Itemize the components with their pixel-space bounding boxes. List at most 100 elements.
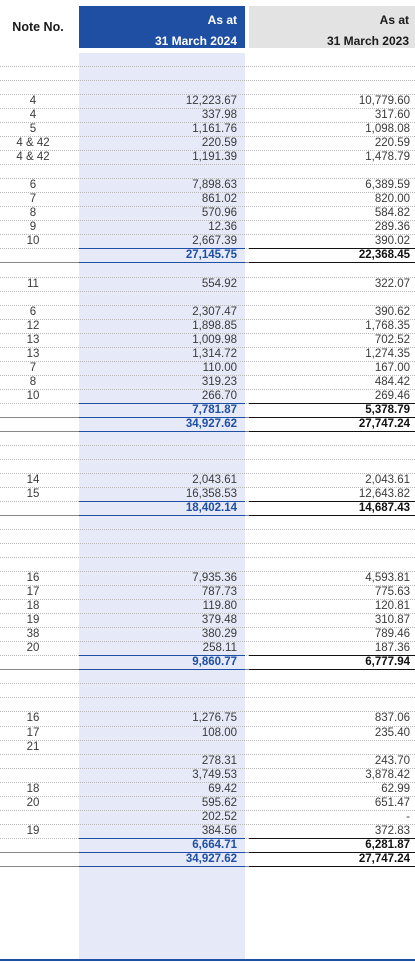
previous-year-value: 322.07 [374, 277, 410, 290]
total-row: 34,927.62 27,747.24 [0, 851, 415, 867]
table-row: 17 787.73 775.63 [0, 586, 415, 601]
table-row: 7 861.02 820.00 [0, 193, 415, 208]
table-row: 12 1,898.85 1,768.35 [0, 320, 415, 334]
table-row: 10 266.70 269.46 [0, 390, 415, 404]
current-year-value: 110.00 [202, 361, 237, 374]
current-year-value: 595.62 [201, 796, 237, 809]
current-year-value: 7,781.87 [79, 402, 245, 418]
table-row: 13 1,009.98 702.52 [0, 334, 415, 348]
table-row: 4 12,223.67 10,779.60 [0, 95, 415, 110]
total-row: 6,664.71 6,281.87 [0, 837, 415, 853]
current-year-value: 119.80 [202, 600, 237, 613]
table-row: 3,749.53 3,878.42 [0, 769, 415, 783]
note-cell: 4 [29, 95, 37, 108]
note-no-header: Note No. [12, 20, 64, 34]
previous-year-header: As at 31 March 2023 [249, 6, 415, 48]
table-row [0, 698, 415, 713]
previous-year-value: 372.83 [374, 824, 410, 837]
current-year-value: 787.73 [201, 586, 237, 599]
table-row: 20 258.11 187.36 [0, 642, 415, 657]
table-row [0, 432, 415, 446]
previous-year-value: 6,389.59 [365, 179, 410, 192]
figures-table: 4 12,223.67 10,779.60 4 337.98 317.60 5 1,161.7… [0, 53, 415, 867]
table-row: 6 2,307.47 390.62 [0, 306, 415, 320]
current-year-value: 12.36 [208, 221, 237, 234]
current-year-value: 1,161.76 [192, 123, 237, 136]
table-row: 18 119.80 120.81 [0, 600, 415, 615]
current-year-header-line2: 31 March 2024 [154, 34, 237, 48]
previous-year-value: 5,378.79 [249, 402, 415, 418]
table-row: 8 570.96 584.82 [0, 207, 415, 222]
table-row: 5 1,161.76 1,098.08 [0, 123, 415, 138]
current-year-value: 337.98 [201, 109, 237, 122]
current-year-value: 1,009.98 [192, 333, 237, 346]
previous-year-value: 310.87 [374, 614, 410, 627]
previous-year-value: 22,368.45 [249, 248, 415, 264]
previous-year-value: 390.02 [374, 235, 410, 248]
table-row: 14 2,043.61 2,043.61 [0, 474, 415, 488]
current-year-value: 278.31 [201, 754, 237, 767]
current-year-header: As at 31 March 2024 [79, 6, 245, 48]
table-row: 4 & 42 1,191.39 1,478.79 [0, 151, 415, 166]
note-cell: 5 [29, 123, 37, 136]
previous-year-value: 12,643.82 [358, 487, 410, 500]
previous-year-value: 390.62 [374, 305, 410, 318]
previous-year-value: 289.36 [374, 221, 410, 234]
previous-year-value: 317.60 [374, 109, 410, 122]
table-row [0, 292, 415, 306]
previous-year-value: 62.99 [381, 782, 410, 795]
note-cell: 17 [26, 726, 40, 739]
table-row: 16 1,276.75 837.06 [0, 712, 415, 727]
previous-year-value: 187.36 [374, 642, 410, 655]
total-row: 7,781.87 5,378.79 [0, 402, 415, 418]
previous-year-value: 775.63 [374, 586, 410, 599]
current-year-value: 258.11 [202, 642, 237, 655]
table-row: 10 2,667.39 390.02 [0, 235, 415, 250]
table-row: 7 110.00 167.00 [0, 362, 415, 376]
note-cell: 4 & 42 [16, 151, 50, 164]
current-year-value: 18,402.14 [79, 501, 245, 516]
note-cell: 6 [29, 305, 37, 318]
current-year-value: 34,927.62 [79, 416, 245, 432]
note-cell: 17 [26, 586, 40, 599]
current-year-value: 570.96 [201, 207, 237, 220]
table-row [0, 544, 415, 559]
current-year-header-line1: As at [207, 13, 237, 27]
note-cell: 21 [26, 740, 40, 753]
current-year-value: 7,935.36 [192, 572, 237, 585]
note-cell: 20 [26, 642, 40, 655]
current-year-value: 861.02 [201, 193, 237, 206]
note-cell: 7 [29, 193, 37, 206]
note-cell: 18 [26, 600, 40, 613]
current-year-value: 2,307.47 [192, 305, 237, 318]
current-year-value: 319.23 [201, 375, 237, 388]
table-row: 4 337.98 317.60 [0, 109, 415, 124]
current-year-value: 266.70 [201, 389, 237, 402]
previous-year-value: - [406, 810, 410, 823]
table-row [0, 165, 415, 180]
table-row: 16 7,935.36 4,593.81 [0, 572, 415, 587]
table-bottom-rule [0, 959, 415, 961]
total-row: 18,402.14 14,687.43 [0, 501, 415, 517]
previous-year-value: 3,878.42 [365, 768, 410, 781]
current-year-value: 16,358.53 [185, 487, 237, 500]
table-row: 202.52 - [0, 811, 415, 825]
previous-year-value: 837.06 [374, 712, 410, 725]
previous-year-value: 14,687.43 [249, 501, 415, 516]
table-row [0, 67, 415, 82]
current-year-value: 7,898.63 [192, 179, 237, 192]
note-cell: 16 [26, 712, 40, 725]
current-year-value: 69.42 [208, 782, 237, 795]
previous-year-value: 789.46 [374, 628, 410, 641]
current-year-value: 34,927.62 [79, 851, 245, 867]
previous-year-value: 6,281.87 [249, 837, 415, 853]
table-row [0, 558, 415, 573]
previous-year-value: 6,777.94 [249, 655, 415, 671]
previous-year-value: 4,593.81 [365, 572, 410, 585]
note-cell: 10 [26, 235, 40, 248]
previous-year-value: 243.70 [374, 754, 410, 767]
previous-year-value: 1,768.35 [365, 319, 410, 332]
note-cell: 8 [29, 375, 37, 388]
note-cell: 20 [26, 796, 40, 809]
table-row [0, 81, 415, 96]
